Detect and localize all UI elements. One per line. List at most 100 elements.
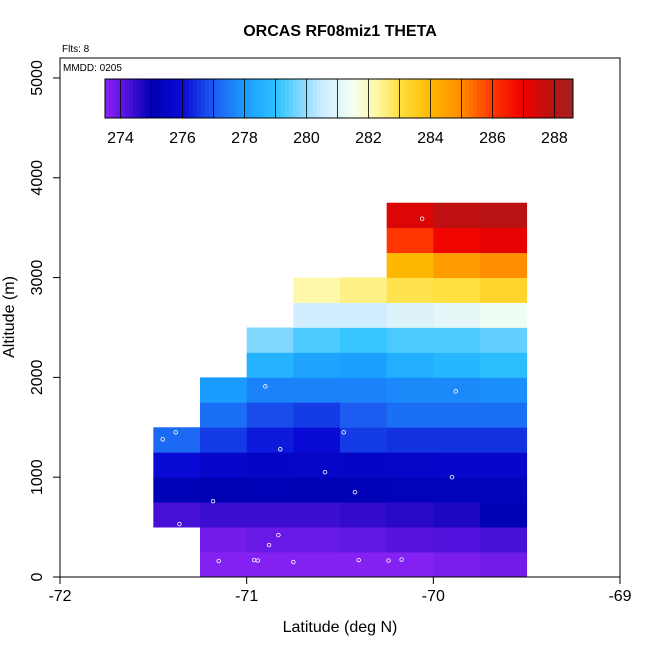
x-tick-label: -70 [422, 588, 445, 605]
heatmap-cell [200, 552, 248, 578]
colorbar-tick-label: 278 [231, 130, 258, 147]
colorbar-segment [213, 79, 218, 118]
heatmap-cell [433, 402, 481, 428]
colorbar-tick-label: 286 [479, 130, 506, 147]
colorbar-segment [145, 79, 150, 118]
heatmap-cell [293, 377, 341, 403]
colorbar-segment [321, 79, 326, 118]
colorbar-segment [121, 79, 126, 118]
colorbar-segment [377, 79, 382, 118]
heatmap-cell [433, 427, 481, 453]
heatmap-cell [246, 427, 294, 453]
colorbar-segment [269, 79, 274, 118]
colorbar-segment [409, 79, 414, 118]
heatmap-cell [200, 502, 248, 528]
colorbar-segment [473, 79, 478, 118]
heatmap-cell [340, 327, 388, 353]
heatmap-cell [340, 377, 388, 403]
colorbar-segment [109, 79, 114, 118]
sample-point [326, 211, 331, 216]
heatmap-cell [293, 302, 341, 328]
sample-point [291, 559, 296, 565]
colorbar-segment [549, 79, 554, 118]
colorbar-segment [385, 79, 390, 118]
colorbar-tick-label: 288 [541, 130, 568, 147]
heatmap-cell [480, 377, 528, 403]
colorbar-segment [297, 79, 302, 118]
colorbar-segment [185, 79, 190, 118]
colorbar-segment [505, 79, 510, 118]
heatmap-cell [480, 427, 528, 453]
heatmap-cell [480, 202, 528, 229]
heatmap-cell [340, 277, 388, 303]
colorbar-segment [193, 79, 198, 118]
y-tick-label: 5000 [29, 60, 46, 96]
heatmap-cell [246, 402, 294, 428]
colorbar-tick-label: 276 [169, 130, 196, 147]
heatmap-cell [433, 277, 481, 303]
heatmap-cell [293, 427, 341, 453]
heatmap-cell [386, 377, 434, 403]
colorbar-segment [289, 79, 294, 118]
colorbar-segment [229, 79, 234, 118]
colorbar-segment [369, 79, 374, 118]
sample-point [356, 557, 361, 563]
colorbar-segment [557, 79, 562, 118]
colorbar-segment [373, 79, 378, 118]
colorbar-segment [441, 79, 446, 118]
colorbar-segment [105, 79, 110, 118]
colorbar-segment [357, 79, 362, 118]
colorbar-segment [165, 79, 170, 118]
colorbar-segment [249, 79, 254, 118]
colorbar-segment [285, 79, 290, 118]
colorbar-segment [173, 79, 178, 118]
colorbar-segment [129, 79, 134, 118]
x-axis-label: Latitude (deg N) [283, 619, 398, 636]
heatmap-cell [200, 427, 248, 453]
heatmap-cell [246, 452, 294, 478]
colorbar-segment [517, 79, 522, 118]
colorbar-segment [309, 79, 314, 118]
colorbar-segment [461, 79, 466, 118]
sample-point [386, 558, 391, 563]
colorbar-segment [457, 79, 462, 118]
colorbar-segment [353, 79, 358, 118]
heatmap-cell [480, 302, 528, 328]
colorbar-segment [157, 79, 162, 118]
colorbar-segment [137, 79, 142, 118]
colorbar-segment [161, 79, 166, 118]
colorbar-segment [421, 79, 426, 118]
colorbar-segment [125, 79, 130, 118]
colorbar-segment [545, 79, 550, 118]
sample-point [216, 558, 221, 564]
flights-annotation: Flts: 8 [62, 44, 90, 55]
colorbar-segment [405, 79, 410, 118]
colorbar-segment [233, 79, 238, 118]
heatmap-cell [153, 452, 201, 478]
colorbar-segment [305, 79, 310, 118]
colorbar-segment [361, 79, 366, 118]
heatmap-cell [433, 302, 481, 328]
heatmap-cell [386, 402, 434, 428]
colorbar-segment [257, 79, 262, 118]
colorbar-segment [381, 79, 386, 118]
heatmap-cell [246, 502, 294, 528]
heatmap-cells [153, 202, 528, 578]
plot-area-frame [59, 57, 621, 578]
heatmap-cell [340, 402, 388, 428]
heatmap-cell [200, 402, 248, 428]
x-tick-label: -72 [48, 588, 71, 605]
colorbar-segment [281, 79, 286, 118]
colorbar-segment [113, 79, 118, 118]
heatmap-cell [480, 452, 528, 478]
colorbar-segment [261, 79, 266, 118]
heatmap-cell [340, 302, 388, 328]
heatmap-cell [386, 527, 434, 553]
colorbar-segment [341, 79, 346, 118]
heatmap-cell [433, 552, 481, 578]
heatmap-cell [246, 352, 294, 378]
heatmap-cell [480, 277, 528, 303]
heatmap-cell [386, 477, 434, 503]
colorbar-segment [313, 79, 318, 118]
colorbar-segment [265, 79, 270, 118]
